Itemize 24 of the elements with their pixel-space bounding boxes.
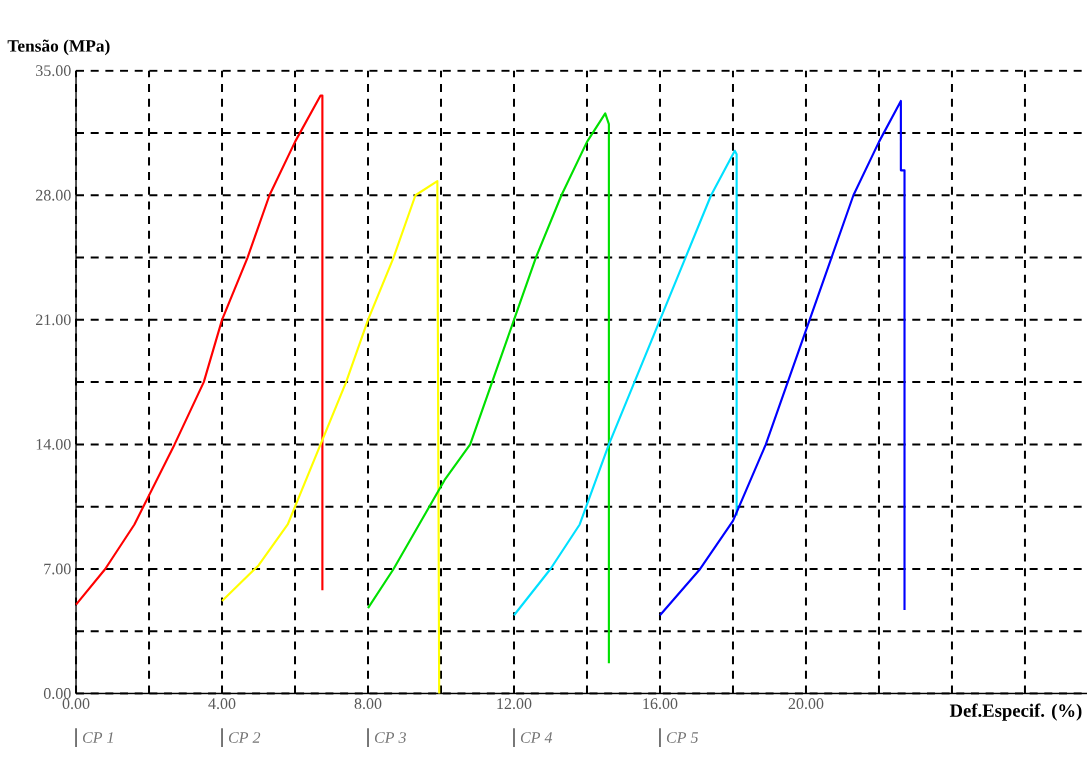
line-series [74, 94, 324, 606]
y-tick-label: 0.00 [43, 688, 71, 700]
line-series [512, 149, 738, 617]
text: CP 5 [666, 732, 699, 744]
line-series [366, 112, 610, 665]
x-tick-label: 12.00 [497, 698, 532, 710]
x-tick-label: 20.00 [788, 698, 824, 710]
y-tick-label: 14.00 [36, 439, 71, 451]
text: CP 3 [374, 732, 406, 744]
text: CP 4 [520, 732, 553, 744]
x-tick-label: 0.00 [62, 698, 90, 710]
text: CP 1 [82, 732, 113, 744]
x-tick-label: 8.00 [354, 698, 382, 710]
x-tick-label: 4.00 [208, 698, 236, 710]
y-tick-label: 28.00 [36, 190, 71, 201]
text: CP 2 [228, 732, 261, 744]
y-tick-label: 35.00 [36, 65, 71, 77]
y-tick-label: 7.00 [44, 563, 71, 575]
y-tick-label: 21.00 [36, 314, 71, 326]
x-tick-label: 16.00 [643, 698, 678, 710]
x-axis-title: Def.Especif. (%) [949, 703, 1082, 721]
line-series [220, 180, 441, 695]
y-axis-title: Tensão (MPa) [7, 39, 110, 56]
line-series [658, 100, 906, 617]
